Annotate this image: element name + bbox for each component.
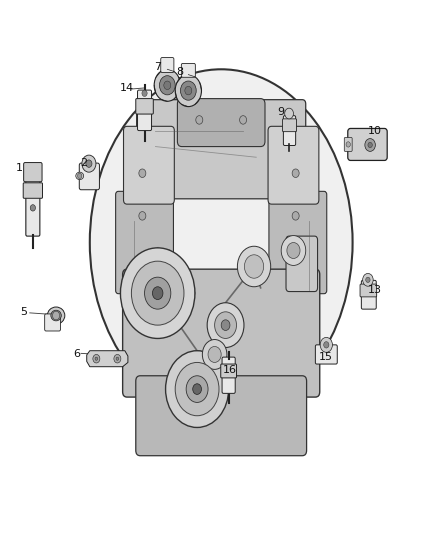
Circle shape	[159, 76, 175, 95]
Circle shape	[120, 248, 195, 338]
FancyBboxPatch shape	[79, 163, 99, 190]
Circle shape	[221, 320, 230, 330]
FancyBboxPatch shape	[344, 138, 352, 151]
Circle shape	[292, 169, 299, 177]
Circle shape	[366, 277, 370, 282]
Circle shape	[114, 354, 121, 363]
Circle shape	[208, 346, 221, 362]
Circle shape	[175, 75, 201, 107]
Circle shape	[30, 205, 35, 211]
Circle shape	[368, 142, 372, 148]
FancyBboxPatch shape	[124, 126, 174, 204]
Circle shape	[139, 212, 146, 220]
Ellipse shape	[90, 69, 353, 416]
FancyBboxPatch shape	[161, 58, 174, 72]
Text: 16: 16	[223, 366, 237, 375]
Ellipse shape	[127, 308, 140, 321]
Ellipse shape	[162, 249, 172, 268]
FancyBboxPatch shape	[24, 163, 42, 182]
Text: 5: 5	[21, 307, 28, 317]
FancyBboxPatch shape	[221, 364, 237, 378]
Text: 9: 9	[277, 107, 284, 117]
FancyBboxPatch shape	[123, 269, 320, 397]
Circle shape	[78, 173, 82, 179]
FancyBboxPatch shape	[26, 174, 40, 236]
Circle shape	[244, 255, 264, 278]
Polygon shape	[87, 351, 128, 367]
FancyBboxPatch shape	[138, 90, 152, 131]
Circle shape	[346, 142, 350, 147]
Text: 14: 14	[120, 83, 134, 93]
FancyBboxPatch shape	[136, 376, 307, 456]
Circle shape	[95, 357, 98, 360]
Circle shape	[215, 312, 237, 338]
Circle shape	[186, 376, 208, 402]
Ellipse shape	[162, 319, 172, 337]
Ellipse shape	[51, 310, 61, 321]
FancyBboxPatch shape	[286, 236, 318, 292]
Ellipse shape	[76, 172, 84, 180]
Circle shape	[180, 81, 196, 100]
FancyBboxPatch shape	[45, 314, 60, 331]
Circle shape	[139, 169, 146, 177]
Circle shape	[320, 337, 332, 352]
FancyBboxPatch shape	[360, 284, 377, 297]
Circle shape	[324, 342, 329, 348]
Text: 7: 7	[154, 62, 161, 71]
FancyBboxPatch shape	[177, 99, 265, 147]
Text: 1: 1	[16, 163, 23, 173]
Circle shape	[240, 116, 247, 124]
Circle shape	[152, 287, 163, 300]
Text: 2: 2	[80, 158, 87, 167]
FancyBboxPatch shape	[181, 63, 195, 77]
Circle shape	[237, 246, 271, 287]
FancyBboxPatch shape	[361, 280, 376, 309]
Circle shape	[166, 351, 229, 427]
FancyBboxPatch shape	[116, 191, 173, 294]
Circle shape	[145, 277, 171, 309]
Circle shape	[207, 303, 244, 348]
FancyBboxPatch shape	[348, 128, 387, 160]
Circle shape	[363, 273, 373, 286]
Text: 6: 6	[73, 350, 80, 359]
Circle shape	[193, 384, 201, 394]
FancyBboxPatch shape	[268, 126, 319, 204]
Text: 15: 15	[319, 352, 333, 362]
Ellipse shape	[47, 307, 65, 324]
FancyBboxPatch shape	[283, 116, 296, 146]
FancyBboxPatch shape	[315, 345, 337, 364]
Text: 8: 8	[176, 67, 183, 77]
Circle shape	[287, 243, 300, 259]
Circle shape	[196, 116, 203, 124]
Text: 10: 10	[367, 126, 381, 135]
Circle shape	[281, 236, 306, 265]
Ellipse shape	[180, 288, 195, 298]
Circle shape	[142, 90, 147, 96]
Circle shape	[86, 160, 92, 167]
FancyBboxPatch shape	[23, 183, 42, 198]
Circle shape	[131, 261, 184, 325]
Circle shape	[116, 357, 119, 360]
Circle shape	[285, 108, 293, 119]
Circle shape	[53, 311, 60, 320]
Circle shape	[82, 155, 96, 172]
Text: 13: 13	[367, 286, 381, 295]
FancyBboxPatch shape	[222, 357, 235, 393]
Circle shape	[202, 340, 227, 369]
FancyBboxPatch shape	[137, 100, 306, 199]
Circle shape	[93, 354, 100, 363]
FancyBboxPatch shape	[283, 119, 297, 132]
FancyBboxPatch shape	[136, 99, 153, 114]
Circle shape	[154, 69, 180, 101]
FancyBboxPatch shape	[269, 191, 327, 294]
Circle shape	[365, 139, 375, 151]
Circle shape	[175, 362, 219, 416]
Circle shape	[164, 81, 171, 90]
Ellipse shape	[127, 265, 140, 279]
Circle shape	[185, 86, 192, 95]
Circle shape	[292, 212, 299, 220]
